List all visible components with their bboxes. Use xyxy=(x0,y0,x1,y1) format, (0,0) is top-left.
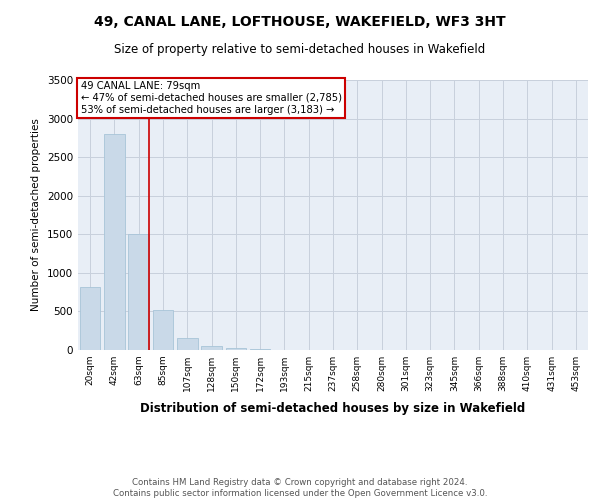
Bar xyxy=(201,346,222,350)
Text: 49 CANAL LANE: 79sqm
← 47% of semi-detached houses are smaller (2,785)
53% of se: 49 CANAL LANE: 79sqm ← 47% of semi-detac… xyxy=(80,82,341,114)
Bar xyxy=(226,348,246,350)
Bar xyxy=(104,134,125,350)
Text: Size of property relative to semi-detached houses in Wakefield: Size of property relative to semi-detach… xyxy=(115,42,485,56)
Bar xyxy=(152,310,173,350)
X-axis label: Distribution of semi-detached houses by size in Wakefield: Distribution of semi-detached houses by … xyxy=(140,402,526,415)
Text: Contains HM Land Registry data © Crown copyright and database right 2024.
Contai: Contains HM Land Registry data © Crown c… xyxy=(113,478,487,498)
Bar xyxy=(128,234,149,350)
Bar xyxy=(80,286,100,350)
Text: 49, CANAL LANE, LOFTHOUSE, WAKEFIELD, WF3 3HT: 49, CANAL LANE, LOFTHOUSE, WAKEFIELD, WF… xyxy=(94,15,506,29)
Bar xyxy=(177,338,197,350)
Y-axis label: Number of semi-detached properties: Number of semi-detached properties xyxy=(31,118,41,312)
Bar xyxy=(250,349,271,350)
